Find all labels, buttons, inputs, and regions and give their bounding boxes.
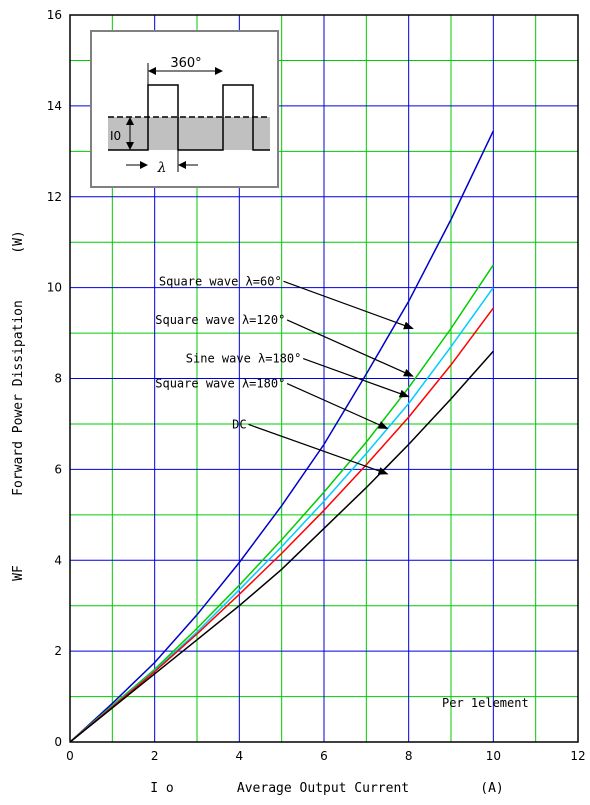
y-tick-label: 4 <box>54 553 62 567</box>
series-line <box>69 350 494 743</box>
y-tick-label: 12 <box>47 190 62 204</box>
inset-width-right-arrow-head <box>178 161 186 169</box>
y-tick-labels: 0 2 4 6 8 10 12 14 16 <box>47 8 62 749</box>
per-element-note: Per 1element <box>442 696 529 710</box>
inset-diagram: 360° I0 λ <box>90 30 279 188</box>
series-annotation-label: Square wave λ=120° <box>155 313 285 327</box>
annotation-layer: Square wave λ=60° Square wave λ=120° Sine … <box>155 274 414 475</box>
y-axis-title-prefix: WF <box>11 565 26 581</box>
plot-border <box>69 14 579 743</box>
series-layer <box>69 130 494 743</box>
x-tick-label: 8 <box>405 749 413 763</box>
x-axis-title-text: Average Output Current <box>237 781 409 796</box>
y-tick-label: 2 <box>54 644 62 658</box>
x-tick-label: 0 <box>66 749 74 763</box>
inset-width-label: λ <box>157 160 167 176</box>
inset-period-arrow-right-head <box>215 67 223 75</box>
inset-period-label: 360° <box>170 56 201 71</box>
x-tick-label: 12 <box>570 749 585 763</box>
x-tick-label: 10 <box>486 749 501 763</box>
x-axis-title: I o Average Output Current (A) <box>150 781 503 796</box>
series-annotation-arrow <box>286 319 414 377</box>
y-tick-label: 8 <box>54 372 62 386</box>
inset-period-arrow-left-head <box>148 67 156 75</box>
inset-frame <box>90 30 279 188</box>
y-tick-label: 6 <box>54 462 62 476</box>
y-tick-label: 16 <box>47 8 62 22</box>
inset-waveform <box>108 84 270 151</box>
y-axis-title-text: Forward Power Dissipation <box>11 300 26 496</box>
series-annotation-label: DC <box>232 417 246 431</box>
series-annotation-arrow <box>248 423 389 475</box>
series-annotation-arrow <box>283 280 414 330</box>
series-line <box>69 130 494 743</box>
series-annotation-arrow <box>302 358 410 398</box>
inset-average-band <box>108 117 270 150</box>
x-axis-title-unit: (A) <box>480 781 503 796</box>
y-tick-label: 14 <box>47 99 62 113</box>
series-annotation-label: Square wave λ=60° <box>159 274 282 288</box>
x-tick-labels: 0 2 4 6 8 10 12 <box>66 749 585 763</box>
series-annotation-arrow <box>286 383 389 430</box>
series-line <box>69 307 494 743</box>
inset-current-label: I0 <box>110 129 121 143</box>
series-annotation-label: Square wave λ=180° <box>155 377 285 391</box>
series-annotation-label: Sine wave λ=180° <box>186 352 302 366</box>
y-tick-label: 0 <box>54 735 62 749</box>
x-axis-title-prefix: I o <box>150 781 173 796</box>
x-tick-label: 4 <box>236 749 244 763</box>
inset-current-arrow-top-head <box>126 117 134 125</box>
y-tick-label: 10 <box>47 281 62 295</box>
inset-current-arrow-bottom-head <box>126 142 134 150</box>
y-axis-title: WF Forward Power Dissipation (W) <box>11 230 26 581</box>
y-axis-title-unit: (W) <box>11 230 26 253</box>
inset-width-left-arrow-head <box>140 161 148 169</box>
x-tick-label: 2 <box>151 749 159 763</box>
x-tick-label: 6 <box>320 749 328 763</box>
series-line <box>69 264 494 743</box>
